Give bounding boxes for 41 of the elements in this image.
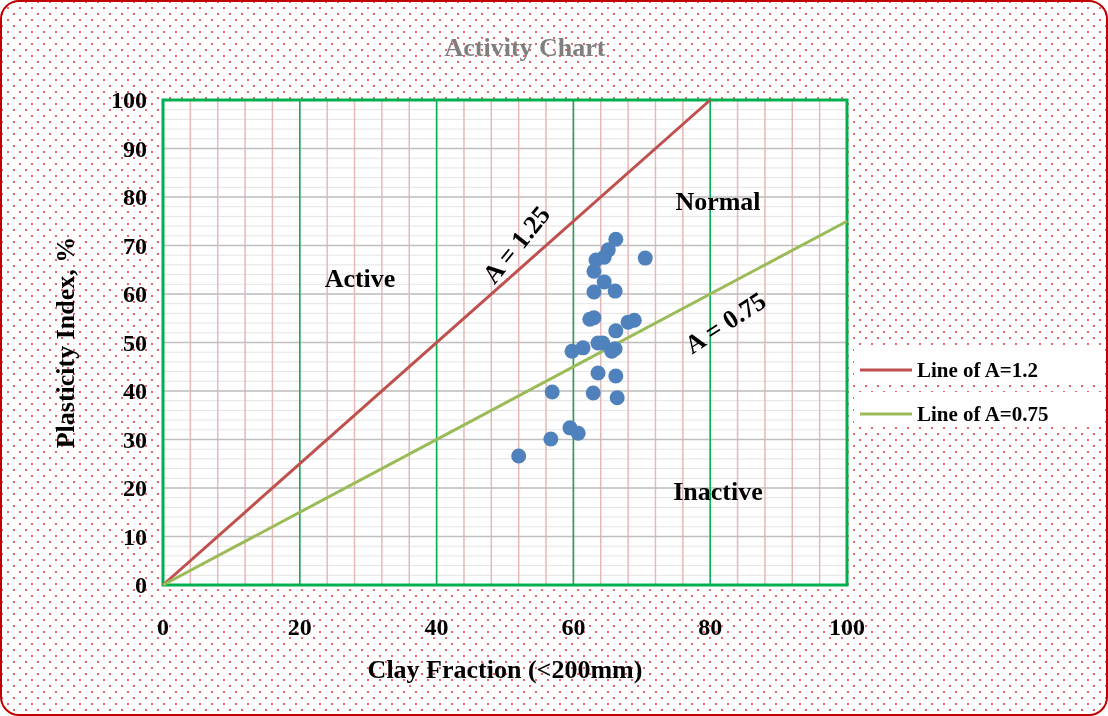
point — [608, 368, 624, 384]
point — [608, 231, 624, 247]
x-tick-label: 80 — [698, 614, 723, 640]
y-tick-label: 30 — [123, 426, 147, 453]
point — [585, 385, 601, 401]
annotation: A = 0.75 — [679, 286, 772, 360]
point — [607, 283, 623, 299]
legend-label: Line of A=1.2 — [917, 358, 1039, 382]
x-tick-label: 60 — [561, 614, 586, 640]
point — [570, 425, 586, 441]
point — [590, 365, 606, 381]
annotation: A = 1.25 — [476, 200, 557, 290]
y-tick-label: 50 — [123, 329, 147, 356]
y-tick-label: 0 — [135, 572, 147, 598]
y-tick-label: 40 — [123, 378, 147, 404]
point — [600, 242, 616, 258]
x-tick-label: 0 — [157, 614, 169, 640]
x-tick-label: 100 — [829, 614, 865, 640]
point — [575, 340, 591, 356]
point — [608, 323, 624, 339]
point — [544, 384, 560, 400]
y-tick-label: 90 — [123, 135, 147, 162]
x-tick-label: 20 — [287, 614, 312, 640]
y-tick-label: 20 — [123, 475, 147, 501]
y-tick-label: 100 — [111, 87, 147, 113]
annotation: Active — [324, 264, 396, 293]
y-tick-label: 80 — [123, 184, 147, 210]
y-tick-label: 70 — [123, 232, 147, 259]
point — [586, 284, 602, 300]
point — [609, 390, 625, 406]
point — [511, 448, 527, 464]
y-axis-title: Plasticity Index, % — [51, 236, 80, 449]
point — [596, 274, 612, 290]
chart-title: Activity Chart — [444, 33, 606, 62]
y-tick-label: 60 — [123, 281, 147, 307]
x-axis-title: Clay Fraction (<200mm) — [367, 655, 643, 684]
point — [637, 250, 653, 266]
x-tick-label: 40 — [424, 614, 449, 640]
point — [543, 431, 559, 447]
y-tick-label: 10 — [123, 523, 147, 550]
legend-label: Line of A=0.75 — [917, 402, 1049, 426]
